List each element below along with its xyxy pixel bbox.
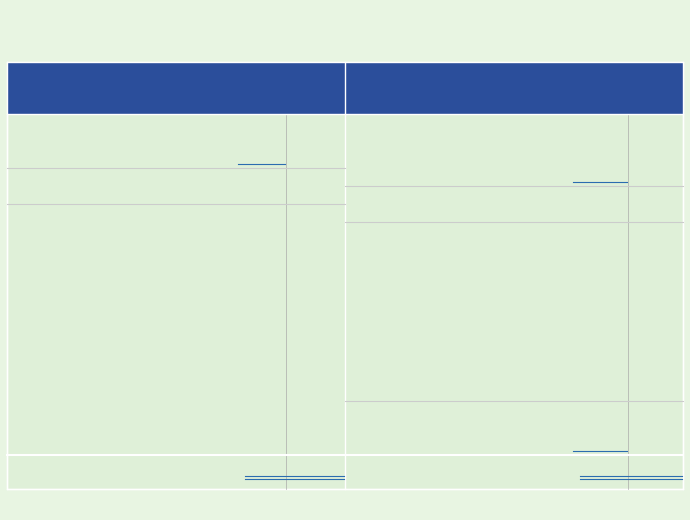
Text: Cash at Bank: Cash at Bank [351, 387, 422, 397]
Text: 8,960: 8,960 [649, 262, 680, 272]
Text: 2,30,000: 2,30,000 [575, 405, 624, 415]
Text: 10,000: 10,000 [586, 441, 624, 451]
Text: 2,280: 2,280 [649, 316, 680, 326]
Text: 60,900: 60,900 [245, 154, 283, 164]
Text: Less: Output CGST   =5,000: Less: Output CGST =5,000 [351, 369, 504, 379]
Text: Less: Output CGST   = 5,000: Less: Output CGST = 5,000 [351, 316, 507, 326]
Text: 16,000: 16,000 [642, 190, 680, 200]
Text: 5,000: 5,000 [593, 154, 624, 164]
Text: Liabilities: Liabilities [82, 82, 156, 95]
Text: 1,90,000: 1,90,000 [631, 441, 680, 451]
Text: Less: Pro. for Bad Debts: Less: Pro. for Bad Debts [351, 441, 488, 451]
Text: 30,000: 30,000 [586, 423, 624, 433]
Text: Creditors: Creditors [12, 190, 62, 200]
Text: Capital: Capital [12, 119, 50, 128]
Text: Assets: Assets [431, 82, 480, 95]
Text: Less: Bad Debts: Less: Bad Debts [351, 423, 445, 433]
Text: 40,000: 40,000 [641, 226, 680, 236]
Text: Insurance company: Insurance company [351, 244, 457, 254]
Text: Add: Net Profit: Add: Net Profit [12, 136, 99, 146]
Text: 56,950: 56,950 [642, 172, 680, 182]
Text: 3,34,470: 3,34,470 [288, 467, 342, 477]
Text: 58,000: 58,000 [586, 136, 624, 146]
Text: Input CGST: Input CGST [351, 280, 412, 290]
Text: 2,280: 2,280 [649, 369, 680, 379]
Text: Fixed Assets: Fixed Assets [351, 119, 417, 128]
Text: Less: Depreciation: Less: Depreciation [351, 172, 458, 182]
Text: 3,34,470: 3,34,470 [626, 467, 680, 477]
Text: (8,000 + 12% GST): (8,000 + 12% GST) [351, 262, 456, 272]
Text: Input CGST: Input CGST [351, 333, 412, 344]
Text: Add: Additions: Add: Additions [351, 154, 437, 164]
Text: 6,050: 6,050 [593, 172, 624, 182]
Text: Less: Drawings: Less: Drawings [12, 154, 101, 164]
Text: Amount
(Rs): Amount (Rs) [261, 74, 315, 102]
Text: Furniture & Fittings: Furniture & Fittings [351, 136, 454, 146]
Text: 1,35,000: 1,35,000 [293, 190, 342, 200]
Text: (8,000 -240 -480)    = 7,280: (8,000 -240 -480) = 7,280 [351, 297, 504, 308]
Text: Amount
(Rs): Amount (Rs) [597, 74, 652, 102]
Text: Closing Stock: Closing Stock [351, 226, 424, 236]
Text: (8,000-240-480)      = 7,280: (8,000-240-480) = 7,280 [351, 352, 504, 361]
Text: 1,00,370: 1,00,370 [235, 136, 283, 146]
Text: Debtors: Debtors [351, 405, 394, 415]
Text: Goodwill: Goodwill [351, 190, 397, 200]
Text: Current Assets: Current Assets [351, 208, 431, 218]
Text: 1,99,470: 1,99,470 [293, 154, 342, 164]
Text: Current Liabilities: Current Liabilities [12, 172, 108, 182]
Text: 18,000: 18,000 [642, 387, 680, 397]
Text: 1,60,000: 1,60,000 [234, 119, 283, 128]
